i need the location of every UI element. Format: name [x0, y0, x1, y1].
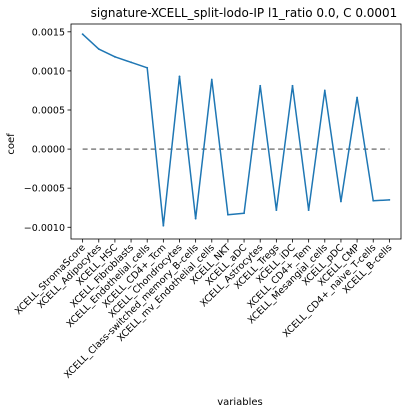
- x-axis-label: variables: [217, 397, 263, 408]
- y-axis-label: coef: [6, 133, 17, 155]
- data-point: [323, 89, 326, 92]
- y-tick-label: −0.0005: [24, 184, 65, 195]
- data-point: [372, 199, 375, 202]
- y-tick-label: 0.0000: [32, 145, 65, 156]
- data-point: [210, 78, 213, 81]
- chart-title: signature-XCELL_split-lodo-IP l1_ratio 0…: [91, 6, 398, 20]
- data-point: [227, 213, 229, 216]
- y-tick-label: 0.0015: [32, 27, 65, 38]
- data-point: [356, 96, 358, 99]
- y-tick-label: 0.0010: [32, 66, 65, 77]
- data-point: [340, 200, 342, 203]
- data-point: [162, 224, 165, 227]
- y-tick-label: −0.0010: [24, 223, 65, 234]
- data-point: [259, 84, 262, 87]
- data-point: [243, 212, 245, 215]
- data-point: [81, 33, 84, 36]
- data-point: [146, 66, 149, 69]
- plot-area: −0.0010−0.00050.00000.00050.00100.0015XC…: [13, 23, 402, 381]
- data-point: [178, 75, 181, 78]
- y-tick-label: 0.0005: [32, 106, 65, 117]
- data-point: [194, 217, 197, 220]
- data-point: [114, 55, 116, 58]
- data-point: [275, 209, 278, 211]
- axes-frame: [70, 23, 402, 240]
- data-point: [130, 61, 132, 64]
- data-point: [388, 199, 391, 201]
- series-line-0: [82, 33, 390, 227]
- data-point: [97, 48, 100, 50]
- data-point: [291, 84, 294, 87]
- data-point: [307, 209, 310, 211]
